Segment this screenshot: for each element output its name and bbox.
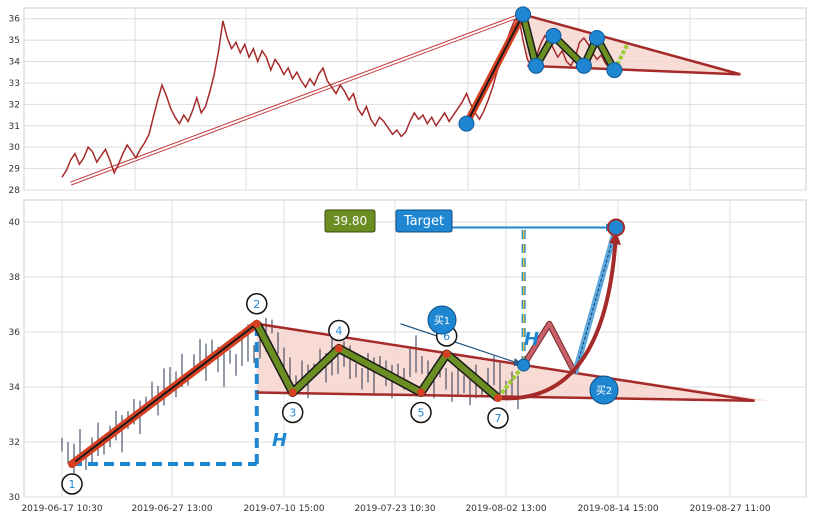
detail-buy1-pointer: [400, 323, 524, 366]
buy1-marker: 买1: [427, 305, 457, 335]
overview-pivot-dot: [575, 57, 592, 74]
x-tick-label: 2019-08-14 15:00: [577, 504, 658, 514]
overview-pivot-dot: [458, 115, 475, 132]
overview-triangle-bottom-line: [527, 64, 741, 76]
detail-y-tick-label: 34: [9, 383, 21, 393]
overview-pivot-dot: [515, 6, 532, 23]
detail-y-tick-label: 40: [9, 218, 21, 228]
detail-y-tick-label: 32: [9, 438, 20, 448]
detail-zigzag-tail: [496, 363, 526, 400]
overview-y-tick-label: 35: [9, 36, 20, 46]
x-tick-label: 2019-08-02 13:00: [465, 504, 546, 514]
overview-pivot-dot: [588, 29, 605, 46]
overview-pivot-dot: [528, 57, 545, 74]
overview-y-tick-label: 32: [9, 100, 20, 110]
detail-pivot-dot: [288, 388, 297, 397]
overview-triangle-top-line: [522, 13, 741, 76]
pivot-number-label: 3: [289, 407, 296, 420]
breakout-dot: [517, 358, 531, 372]
buy2-label: 买2: [596, 385, 612, 397]
x-tick-label: 2019-07-10 15:00: [243, 504, 324, 514]
overview-trend-line-inner: [70, 13, 524, 185]
detail-pivot-dot: [334, 344, 343, 353]
target-box: Target: [395, 209, 453, 233]
detail-pivot-dot: [493, 394, 502, 402]
buy1-label: 买1: [434, 315, 450, 327]
detail-pivot-dot: [442, 350, 451, 358]
height-label-right: H: [524, 329, 539, 350]
pivot-number-circle: [61, 473, 83, 495]
pivot-number-circle: [487, 407, 509, 429]
detail-y-tick-label: 38: [9, 273, 21, 283]
target-dot: [607, 218, 626, 237]
overview-zigzag-tail: [612, 43, 630, 71]
detail-zigzag-green: [254, 322, 500, 401]
overview-y-tick-label: 31: [9, 122, 20, 132]
overview-y-tick-label: 33: [9, 79, 20, 89]
height-label-left: H: [272, 430, 287, 451]
pivot-number-circle: [328, 319, 350, 342]
detail-pivot-dot: [68, 460, 76, 468]
detail-y-tick-label: 30: [9, 493, 21, 503]
overview-y-tick-label: 36: [9, 15, 21, 25]
target-box-label: Target: [403, 214, 444, 229]
x-tick-label: 2019-07-23 10:30: [354, 504, 435, 514]
pivot-number-label: 2: [253, 298, 260, 311]
overview-panel: 28 29 30 31 32 33 34 35 36: [9, 6, 807, 196]
overview-y-tick-label: 28: [9, 186, 21, 196]
overview-upswing-inner: [465, 13, 524, 125]
pivot-number-label: 5: [418, 407, 425, 420]
price-box-label: 39.80: [333, 214, 367, 228]
x-tick-label: 2019-06-27 13:00: [131, 504, 212, 514]
buy2-marker: 买2: [589, 375, 619, 405]
overview-y-tick-label: 30: [9, 143, 21, 153]
pivot-number-circle: [410, 401, 432, 424]
overview-y-tick-label: 29: [9, 165, 21, 175]
pivot-number-circle: [246, 293, 268, 315]
projection-curve-arrow: [497, 232, 619, 401]
projection-curve-arrow-head: [609, 231, 622, 245]
overview-plot-area: [23, 7, 807, 191]
detail-y-tick-label: 36: [9, 328, 21, 338]
x-tick-label: 2019-08-27 11:00: [689, 504, 770, 514]
pivot-number-label: 6: [443, 330, 450, 343]
price-box: 39.80: [324, 209, 376, 233]
detail-projected-move-blue-inner: [574, 227, 617, 374]
overview-pivot-dot: [606, 62, 623, 79]
detail-pivot-dot: [417, 388, 425, 397]
pivot-number-label: 1: [69, 478, 76, 491]
detail-pivot-dot: [252, 319, 261, 328]
overview-y-tick-label: 34: [9, 58, 21, 68]
x-tick-label: 2019-06-17 10:30: [21, 504, 102, 514]
detail-projected-move-pink: [521, 321, 577, 375]
pivot-number-label: 7: [494, 412, 501, 425]
pivot-number-label: 4: [335, 325, 342, 338]
pivot-number-circle: [281, 401, 304, 424]
detail-upswing-inner: [71, 322, 258, 465]
overview-pivot-dot: [545, 27, 562, 44]
